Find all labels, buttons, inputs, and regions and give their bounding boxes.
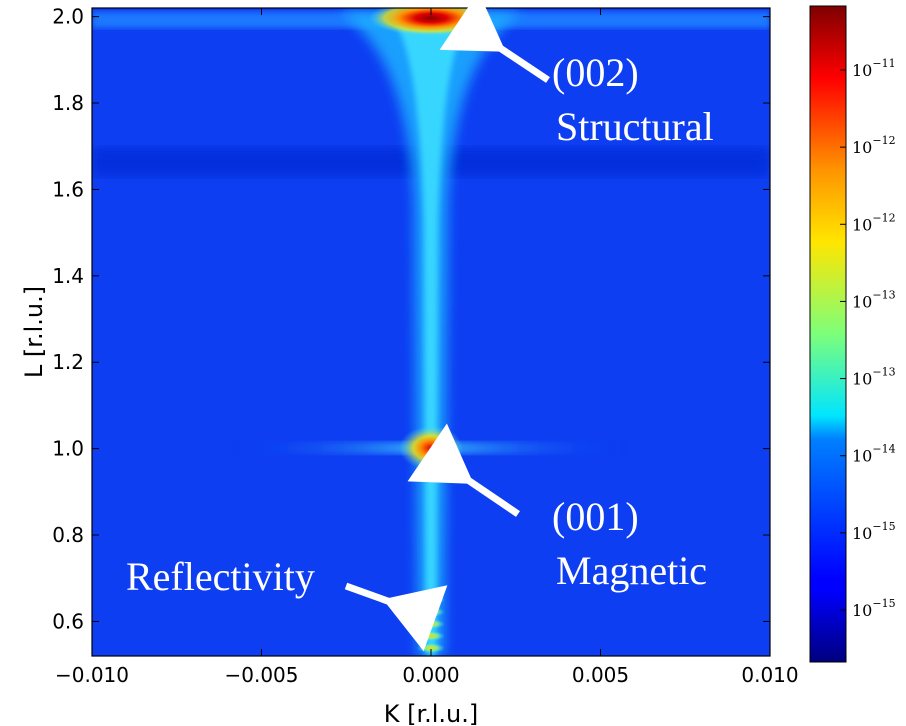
annotation-structural-line1: (002) <box>552 50 639 95</box>
colorbar-tick-label: 10−12 <box>852 211 896 234</box>
y-tick-label: 1.0 <box>52 437 84 461</box>
annotation-reflectivity: Reflectivity <box>126 554 448 652</box>
arrow-magnetic <box>407 423 520 517</box>
y-tick-label: 1.4 <box>52 264 84 288</box>
y-tick-label: 1.2 <box>52 350 84 374</box>
colorbar-tick-label: 10−15 <box>852 597 896 620</box>
specular-rod-core <box>390 14 472 656</box>
annotation-structural-line2: Structural <box>556 104 714 149</box>
y-tick-label: 0.6 <box>52 609 84 633</box>
colorbar-ticks: 10−11 10−12 10−12 10−13 10−13 10−14 10−15 10−15 <box>840 57 896 620</box>
annotation-structural: (002) Structural <box>439 0 714 149</box>
colorbar-tick-label: 10−11 <box>852 57 896 80</box>
peak-002-structural <box>369 8 493 36</box>
arrow-reflectivity <box>344 582 448 652</box>
colorbar-tick-label: 10−12 <box>852 134 896 157</box>
x-tick-label: −0.005 <box>224 663 298 687</box>
x-tick-label: −0.010 <box>55 663 129 687</box>
x-tick-label: 0.010 <box>741 663 798 687</box>
colorbar-tick-label: 10−13 <box>852 366 896 389</box>
y-tick-label: 0.8 <box>52 523 84 547</box>
annotation-magnetic: (001) Magnetic <box>407 423 707 593</box>
y-tick-label: 1.6 <box>52 177 84 201</box>
colorbar-gradient <box>809 5 847 663</box>
x-tick-label: 0.000 <box>402 663 459 687</box>
y-tick-label: 1.8 <box>52 91 84 115</box>
colorbar: 10−11 10−12 10−12 10−13 10−13 10−14 10−15 10−15 <box>809 5 896 663</box>
x-tick-label: 0.005 <box>572 663 629 687</box>
x-axis-label: K [r.l.u.] <box>384 700 479 726</box>
colorbar-tick-label: 10−13 <box>852 288 896 311</box>
y-tick-label: 2.0 <box>52 5 84 29</box>
annotation-magnetic-line1: (001) <box>552 494 639 539</box>
colorbar-tick-label: 10−14 <box>852 443 896 466</box>
colorbar-tick-label: 10−15 <box>852 520 896 543</box>
peak-001-magnetic <box>399 426 463 470</box>
arrow-structural <box>439 0 550 83</box>
x-axis-ticks: −0.010 −0.005 0.000 0.005 0.010 <box>55 8 799 687</box>
y-axis-ticks: 0.6 0.8 1.0 1.2 1.4 1.6 1.8 2.0 <box>52 5 770 633</box>
annotation-reflectivity-text: Reflectivity <box>126 554 315 599</box>
y-axis-label: L [r.l.u.] <box>20 286 48 378</box>
annotation-magnetic-line2: Magnetic <box>556 548 707 593</box>
